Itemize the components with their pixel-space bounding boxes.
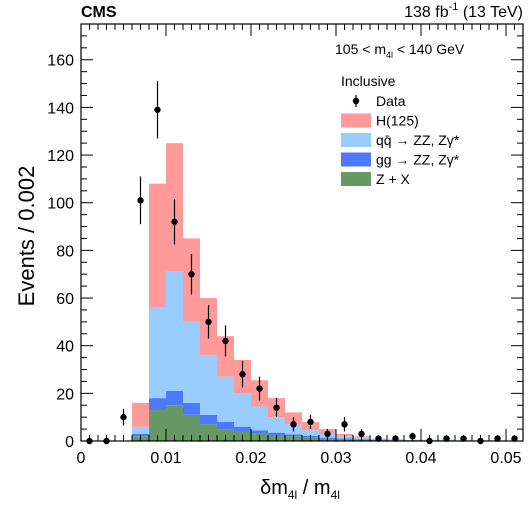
legend-label-3: gg → ZZ, Zγ* [376, 152, 460, 168]
bar-z-x-7 [200, 424, 217, 441]
legend-data-marker [352, 97, 360, 105]
bar-gg-zz-z--7 [200, 414, 217, 425]
stacked-bars [132, 143, 523, 441]
data-point-4 [154, 106, 161, 113]
axes: 0 20 40 60 80 100 120 140 160 0 0.01 0.02 0.03 0.04 0.… [47, 23, 524, 467]
bar-qq-zz-z--3 [132, 426, 149, 434]
bar-qq-zz-z--6 [183, 321, 200, 403]
mass-window-label: 105 < m4l < 140 GeV [335, 41, 465, 60]
data-point-10 [256, 385, 263, 392]
x-tick-label: 0.04 [405, 450, 436, 467]
legend-label-1: H(125) [376, 113, 419, 129]
y-tick-label: 80 [56, 243, 74, 260]
bar-gg-zz-z--6 [183, 402, 200, 415]
bar-h-125--4 [149, 183, 166, 308]
data-point-2 [120, 413, 127, 421]
bar-qq-zz-z--10 [251, 406, 268, 431]
y-tick-label: 120 [47, 148, 74, 165]
bar-gg-zz-z--5 [166, 390, 183, 406]
bar-qq-zz-z--4 [149, 307, 166, 399]
data-point-8 [222, 337, 229, 345]
x-axis-title: δm4l / m4l [260, 477, 340, 502]
data-point-11 [273, 404, 280, 411]
legend-swatch-2 [341, 133, 371, 147]
bar-qq-zz-z--11 [268, 417, 285, 433]
x-tick-label: 0 [77, 450, 86, 467]
legend: Data H(125) qq̄ → ZZ, Zγ* gg → ZZ, Zγ* Z + X [341, 93, 460, 187]
data-point-5 [171, 218, 178, 225]
bar-gg-zz-z--9 [234, 426, 251, 432]
y-tick-label: 160 [47, 53, 74, 70]
legend-swatch-4 [341, 172, 371, 186]
plot-frame [80, 23, 524, 442]
legend-label-0: Data [376, 93, 406, 109]
data-point-12 [290, 421, 297, 428]
y-tick-label: 140 [47, 100, 74, 117]
x-tick-label: 0.01 [150, 450, 181, 467]
bar-z-x-4 [149, 410, 166, 441]
legend-swatch-3 [341, 152, 371, 167]
bar-qq-zz-z--9 [234, 393, 251, 427]
data-point-13 [307, 418, 314, 426]
bar-gg-zz-z--11 [268, 432, 285, 436]
y-tick-label: 100 [47, 196, 74, 213]
bar-qq-zz-z--7 [200, 355, 217, 415]
y-axis-title: Events / 0.002 [14, 166, 39, 307]
bar-qq-zz-z--8 [217, 376, 234, 422]
legend-label-2: qq̄ → ZZ, Zγ* [376, 132, 460, 148]
x-tick-label: 0.03 [320, 450, 351, 467]
bar-h-125--3 [132, 402, 149, 427]
y-tick-label: 60 [56, 291, 74, 308]
experiment-label: CMS [81, 4, 117, 21]
y-tick-label: 40 [56, 339, 74, 356]
lumi-label: 138 fb-1 (13 TeV) [404, 1, 523, 21]
data-point-15 [341, 421, 348, 428]
data-point-14 [324, 430, 331, 438]
y-tick-label: 20 [56, 386, 74, 403]
legend-swatch-1 [341, 113, 371, 128]
category-label: Inclusive [341, 73, 396, 89]
bar-z-x-5 [166, 405, 183, 441]
bar-gg-zz-z--4 [149, 398, 166, 411]
bar-gg-zz-z--10 [251, 430, 268, 434]
data-point-9 [239, 371, 246, 378]
bar-z-x-6 [183, 414, 200, 441]
x-tick-label: 0.05 [490, 450, 521, 467]
legend-label-4: Z + X [376, 171, 411, 187]
data-point-16 [358, 430, 365, 438]
bar-qq-zz-z--13 [302, 430, 319, 436]
bar-qq-zz-z--5 [166, 271, 183, 391]
data-point-6 [188, 271, 195, 278]
y-tick-label: 0 [65, 434, 74, 451]
data-point-3 [137, 197, 144, 204]
data-points [86, 81, 518, 445]
bar-gg-zz-z--8 [217, 421, 234, 430]
x-tick-label: 0.02 [235, 450, 266, 467]
data-point-7 [205, 318, 212, 326]
